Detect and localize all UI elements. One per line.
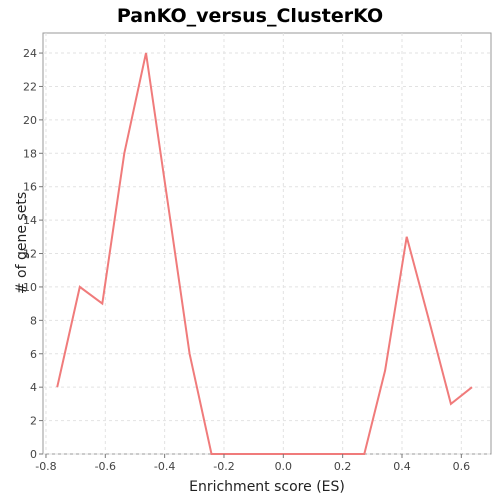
x-tick-label: -0.6 bbox=[95, 460, 116, 473]
y-tick-label: 4 bbox=[30, 381, 37, 394]
series-layer bbox=[56, 52, 473, 455]
x-tick-label: 0.6 bbox=[453, 460, 471, 473]
y-tick-label: 22 bbox=[23, 80, 37, 93]
x-axis: -0.8 -0.6 -0.4 -0.2 0.0 0.2 0.4 0.6 bbox=[35, 454, 470, 473]
y-tick-label: 12 bbox=[23, 248, 37, 261]
y-tick-label: 6 bbox=[30, 348, 37, 361]
plot-area bbox=[42, 32, 492, 455]
y-tick-label: 20 bbox=[23, 114, 37, 127]
chart-title: PanKO_versus_ClusterKO bbox=[117, 5, 383, 27]
y-tick-label: 8 bbox=[30, 314, 37, 327]
x-tick-label: 0.4 bbox=[393, 460, 411, 473]
series-line bbox=[56, 52, 473, 455]
y-tick-label: 14 bbox=[23, 214, 37, 227]
y-tick-label: 16 bbox=[23, 181, 37, 194]
y-tick-label: 2 bbox=[30, 415, 37, 428]
y-tick-label: 10 bbox=[23, 281, 37, 294]
x-tick-label: -0.8 bbox=[35, 460, 56, 473]
x-axis-label: Enrichment score (ES) bbox=[189, 479, 345, 495]
x-tick-label: -0.4 bbox=[154, 460, 175, 473]
x-tick-label: -0.2 bbox=[213, 460, 234, 473]
y-axis-label: # of gene sets bbox=[14, 192, 30, 294]
x-tick-label: 0.0 bbox=[275, 460, 293, 473]
x-tick-label: 0.2 bbox=[334, 460, 352, 473]
y-tick-label: 18 bbox=[23, 147, 37, 160]
y-tick-label: 24 bbox=[23, 47, 37, 60]
y-tick-label: 0 bbox=[30, 448, 37, 461]
